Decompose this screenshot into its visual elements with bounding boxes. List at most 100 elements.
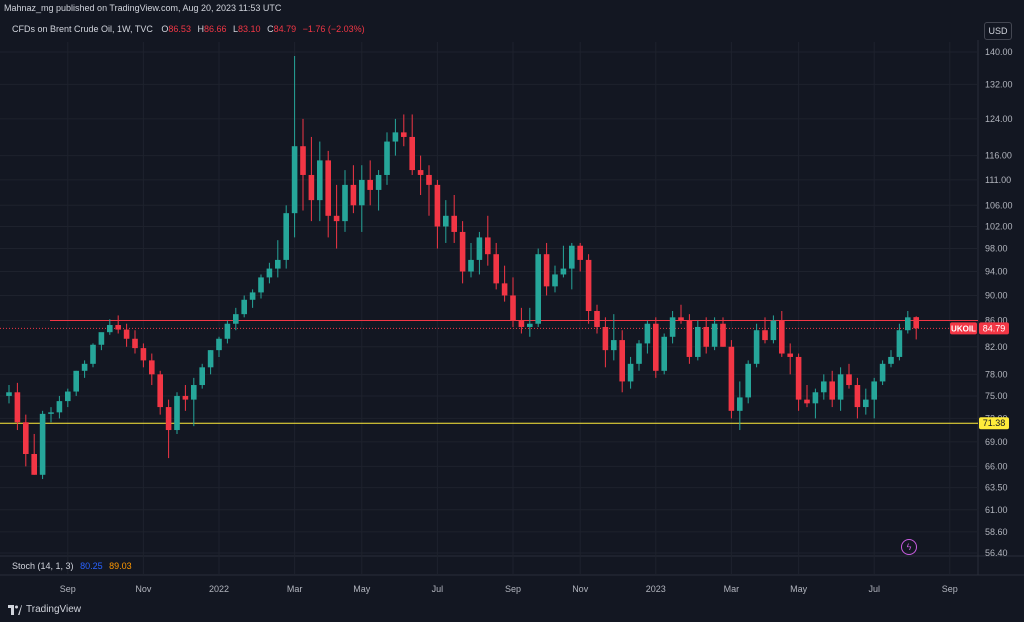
ohlc-open-label: O [161, 24, 169, 34]
y-tick-label: 116.00 [985, 151, 1012, 161]
x-tick-label: Sep [505, 584, 521, 594]
candle-body [392, 132, 399, 142]
candle-body [905, 317, 911, 331]
y-tick-label: 69.00 [985, 437, 1008, 447]
candle-body [443, 215, 449, 227]
ohlc-close-label: C [267, 24, 274, 34]
candle-body [787, 353, 793, 357]
candle-body [611, 340, 617, 351]
candle-body [485, 237, 491, 255]
candle-body [308, 174, 315, 201]
candle-body [73, 370, 79, 392]
candle-body [384, 141, 390, 175]
stoch-k-value: 80.25 [80, 561, 103, 571]
candle-body [653, 323, 659, 371]
candle-body [174, 395, 180, 431]
x-tick-label: May [790, 584, 808, 594]
lightning-icon[interactable]: ϟ [901, 539, 917, 555]
ohlc-open: 86.53 [168, 24, 191, 34]
candle-body [451, 215, 457, 232]
candle-body [627, 363, 634, 382]
publish-info: Mahnaz_mg published on TradingView.com, … [4, 3, 282, 13]
candle-body [199, 367, 205, 386]
symbol-legend[interactable]: CFDs on Brent Crude Oil, 1W, TVC O86.53 … [12, 24, 365, 34]
y-tick-label: 66.00 [985, 461, 1008, 471]
candle-body [132, 338, 138, 349]
candle-body [342, 184, 348, 222]
y-tick-label: 132.00 [985, 79, 1013, 89]
y-tick-label: 102.00 [985, 222, 1013, 232]
x-tick-label: May [353, 584, 371, 594]
y-tick-label: 94.00 [985, 267, 1008, 277]
y-tick-label: 61.00 [985, 505, 1008, 515]
x-tick-label: 2022 [209, 584, 229, 594]
x-tick-label: 2023 [646, 584, 666, 594]
candle-body [417, 170, 424, 175]
support-price-label: 71.38 [983, 418, 1006, 428]
candle-body [291, 146, 298, 214]
tradingview-icon [8, 604, 22, 615]
x-tick-label: Sep [942, 584, 958, 594]
candle-body [821, 381, 827, 393]
last-price-label: 84.79 [983, 323, 1006, 333]
candle-body [56, 401, 63, 413]
candle-body [779, 320, 785, 354]
y-tick-label: 90.00 [985, 290, 1008, 300]
candle-body [527, 323, 533, 327]
candle-body [871, 381, 877, 400]
y-tick-label: 124.00 [985, 114, 1013, 124]
candle-body [678, 317, 684, 321]
candle-body [6, 392, 12, 396]
ohlc-high-label: H [197, 24, 204, 34]
y-tick-label: 140.00 [985, 47, 1013, 57]
stoch-legend[interactable]: Stoch (14, 1, 3) 80.25 89.03 [12, 561, 132, 571]
candle-body [107, 325, 113, 333]
y-tick-label: 106.00 [985, 200, 1013, 210]
candle-body [501, 283, 508, 296]
stoch-label[interactable]: Stoch (14, 1, 3) [12, 561, 74, 571]
candle-body [434, 184, 441, 227]
candle-body [552, 274, 558, 287]
candle-body [644, 323, 651, 344]
candle-body [476, 237, 483, 260]
candle-body [266, 268, 273, 278]
x-tick-label: Jul [432, 584, 444, 594]
candle-body [585, 259, 592, 311]
tradingview-logo[interactable]: TradingView [8, 604, 81, 615]
symbol-title[interactable]: CFDs on Brent Crude Oil, 1W, TVC [12, 24, 153, 34]
currency-button[interactable]: USD [984, 22, 1012, 40]
candle-body [569, 245, 575, 269]
candle-body [888, 356, 894, 364]
candle-body [350, 184, 357, 206]
candle-body [14, 392, 21, 423]
x-tick-label: Sep [60, 584, 76, 594]
support-price-tag [979, 417, 1009, 430]
candle-body [468, 259, 474, 272]
candle-body [560, 268, 567, 275]
candle-body [770, 320, 777, 341]
candle-body [216, 338, 222, 351]
candle-body [720, 323, 726, 347]
candle-body [837, 374, 844, 400]
candle-body [115, 325, 121, 330]
candle-body [753, 330, 760, 364]
y-tick-label: 58.60 [985, 527, 1008, 537]
candle-body [426, 174, 432, 185]
candle-body [711, 323, 718, 347]
y-tick-label: 82.00 [985, 342, 1008, 352]
candle-body [745, 363, 751, 398]
candle-body [401, 132, 407, 137]
candle-body [48, 412, 54, 414]
candle-body [762, 330, 768, 341]
candle-body [795, 356, 802, 400]
candle-body [325, 160, 331, 216]
x-tick-label: Mar [724, 584, 740, 594]
ohlc-change: −1.76 (−2.03%) [302, 24, 365, 34]
candle-body [686, 320, 693, 357]
candle-body [829, 381, 835, 400]
ohlc-low: 83.10 [238, 24, 261, 34]
candle-body [233, 314, 239, 324]
x-tick-label: Jul [868, 584, 880, 594]
candle-body [879, 363, 886, 382]
